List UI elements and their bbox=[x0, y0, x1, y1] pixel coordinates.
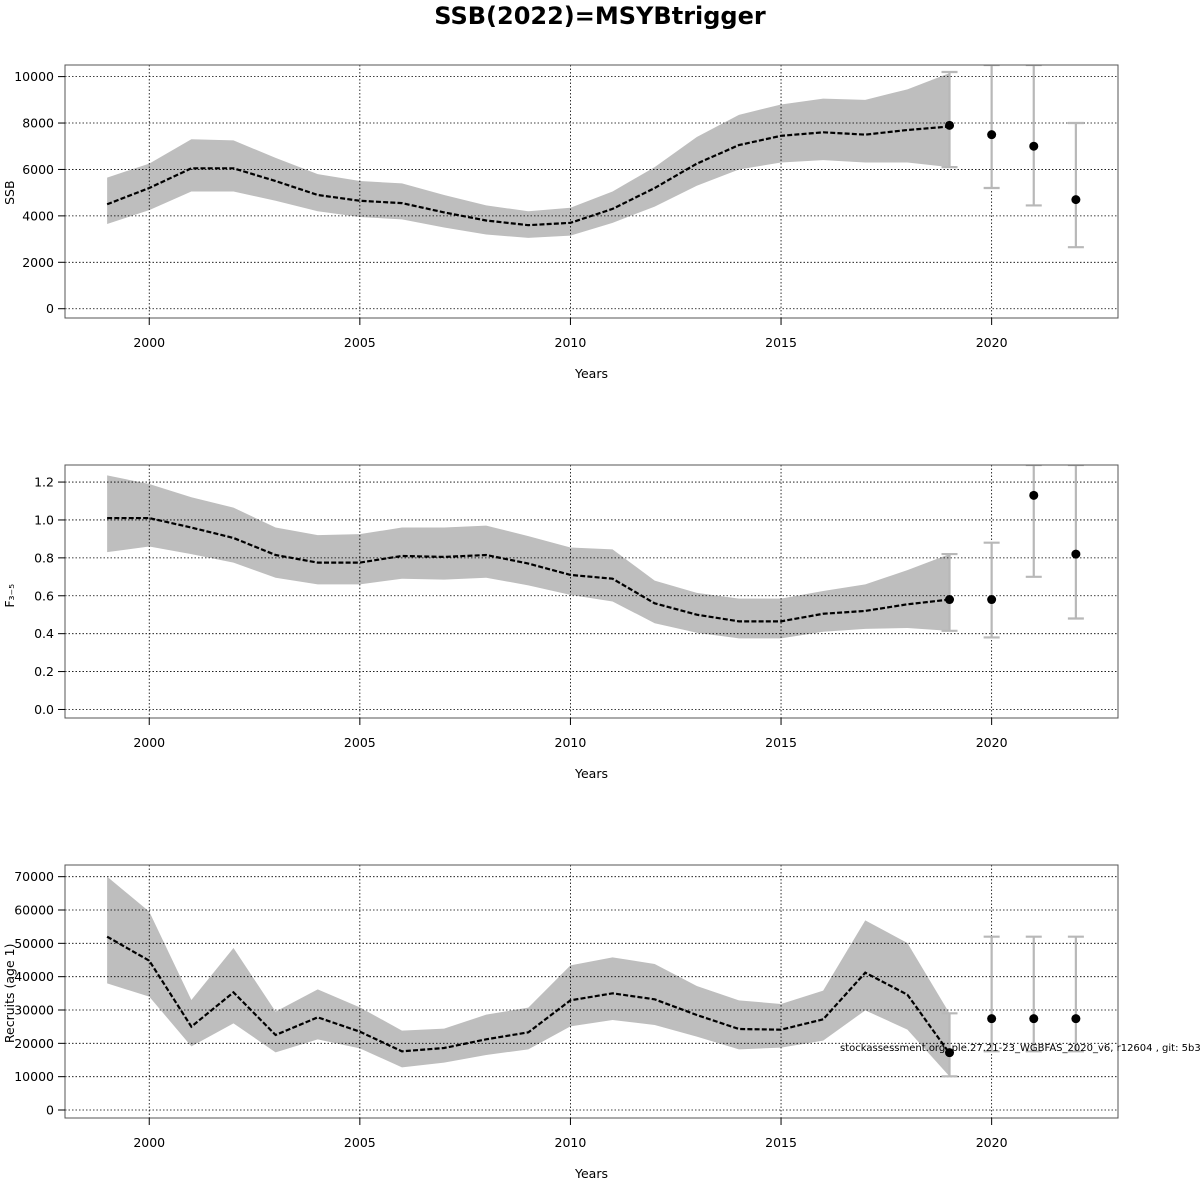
forecast-point bbox=[1071, 549, 1081, 559]
x-tick-label: 2000 bbox=[133, 335, 165, 350]
forecast-point bbox=[1029, 490, 1039, 500]
x-tick-label: 2020 bbox=[976, 335, 1008, 350]
forecast-point bbox=[1029, 1014, 1039, 1024]
panel-3: 0 10000 20000 30000 40000 50000 60000 70000 2000… bbox=[2, 864, 1119, 1181]
y-tick-label: 50000 bbox=[14, 936, 54, 951]
footnote: stockassessment.org, ple.27.21-23_WGBFAS… bbox=[840, 1043, 1200, 1054]
estimate-line bbox=[106, 935, 951, 1054]
y-tick-label: 0.0 bbox=[34, 702, 54, 717]
x-tick-label: 2000 bbox=[133, 1135, 165, 1150]
x-tick-label: 2015 bbox=[765, 335, 797, 350]
y-tick-label: 10000 bbox=[14, 1069, 54, 1084]
plot-area bbox=[65, 65, 1118, 318]
forecast-point bbox=[1071, 195, 1081, 205]
y-tick-label: 60000 bbox=[14, 903, 54, 918]
x-tick-label: 2015 bbox=[765, 1135, 797, 1150]
y-tick-label: 8000 bbox=[22, 116, 54, 131]
x-tick-label: 2010 bbox=[555, 1135, 587, 1150]
y-tick-label: 6000 bbox=[22, 162, 54, 177]
panel-2: 0.0 0.2 0.4 0.6 0.8 1.0 1.2 2000 2005 2010 2015 202… bbox=[2, 464, 1119, 781]
y-tick-label: 30000 bbox=[14, 1003, 54, 1018]
y-tick-label: 0.4 bbox=[34, 626, 54, 641]
y-tick-label: 0.8 bbox=[34, 550, 54, 565]
plot-frame bbox=[64, 64, 1119, 319]
y-tick-label: 40000 bbox=[14, 969, 54, 984]
x-axis-label: Years bbox=[574, 1166, 608, 1181]
x-axis-label: Years bbox=[574, 766, 608, 781]
x-tick-label: 2005 bbox=[344, 335, 376, 350]
x-tick-label: 2010 bbox=[555, 735, 587, 750]
y-tick-label: 4000 bbox=[22, 208, 54, 223]
y-tick-label: 2000 bbox=[22, 255, 54, 270]
forecast-point bbox=[945, 1048, 955, 1058]
plot-area bbox=[65, 865, 1118, 1118]
plot-frame bbox=[64, 864, 1119, 1119]
confidence-band bbox=[107, 475, 950, 639]
estimate-line bbox=[107, 516, 950, 623]
y-tick-label: 1.2 bbox=[34, 475, 54, 490]
estimate-line bbox=[106, 125, 950, 227]
forecast-point bbox=[1071, 1014, 1081, 1024]
forecast-point bbox=[987, 595, 997, 605]
y-tick-label: 1.0 bbox=[34, 512, 54, 527]
confidence-band bbox=[107, 876, 950, 1077]
forecast-point bbox=[945, 595, 955, 605]
y-tick-label: 70000 bbox=[14, 869, 54, 884]
y-tick-label: 0 bbox=[46, 301, 54, 316]
y-tick-label: 10000 bbox=[14, 69, 54, 84]
y-axis-label: F₃₋₅ bbox=[2, 584, 17, 608]
plot-frame bbox=[64, 464, 1119, 719]
y-tick-label: 0 bbox=[46, 1103, 54, 1118]
x-tick-label: 2010 bbox=[555, 335, 587, 350]
y-tick-label: 0.2 bbox=[34, 664, 54, 679]
forecast-point bbox=[945, 120, 955, 130]
x-tick-label: 2000 bbox=[133, 735, 165, 750]
x-tick-label: 2015 bbox=[765, 735, 797, 750]
plot-area bbox=[65, 465, 1118, 718]
x-tick-label: 2005 bbox=[344, 1135, 376, 1150]
y-tick-label: 20000 bbox=[14, 1036, 54, 1051]
y-axis-label: Recruits (age 1) bbox=[2, 944, 17, 1044]
y-axis-label: SSB bbox=[2, 180, 17, 204]
x-tick-label: 2005 bbox=[344, 735, 376, 750]
panel-1: 0 2000 4000 6000 8000 10000 2000 2005 2010 2015 20… bbox=[2, 64, 1119, 381]
x-tick-label: 2020 bbox=[976, 1135, 1008, 1150]
confidence-band bbox=[107, 73, 950, 238]
y-tick-label: 0.6 bbox=[34, 588, 54, 603]
forecast-point bbox=[1029, 141, 1039, 151]
x-tick-label: 2020 bbox=[976, 735, 1008, 750]
chart-title: SSB(2022)=MSYBtrigger bbox=[434, 2, 766, 30]
forecast-point bbox=[987, 1014, 997, 1024]
panels: 0 2000 4000 6000 8000 10000 2000 2005 2010 2015 20… bbox=[2, 64, 1119, 1181]
forecast-point bbox=[987, 130, 997, 140]
x-axis-label: Years bbox=[574, 366, 608, 381]
